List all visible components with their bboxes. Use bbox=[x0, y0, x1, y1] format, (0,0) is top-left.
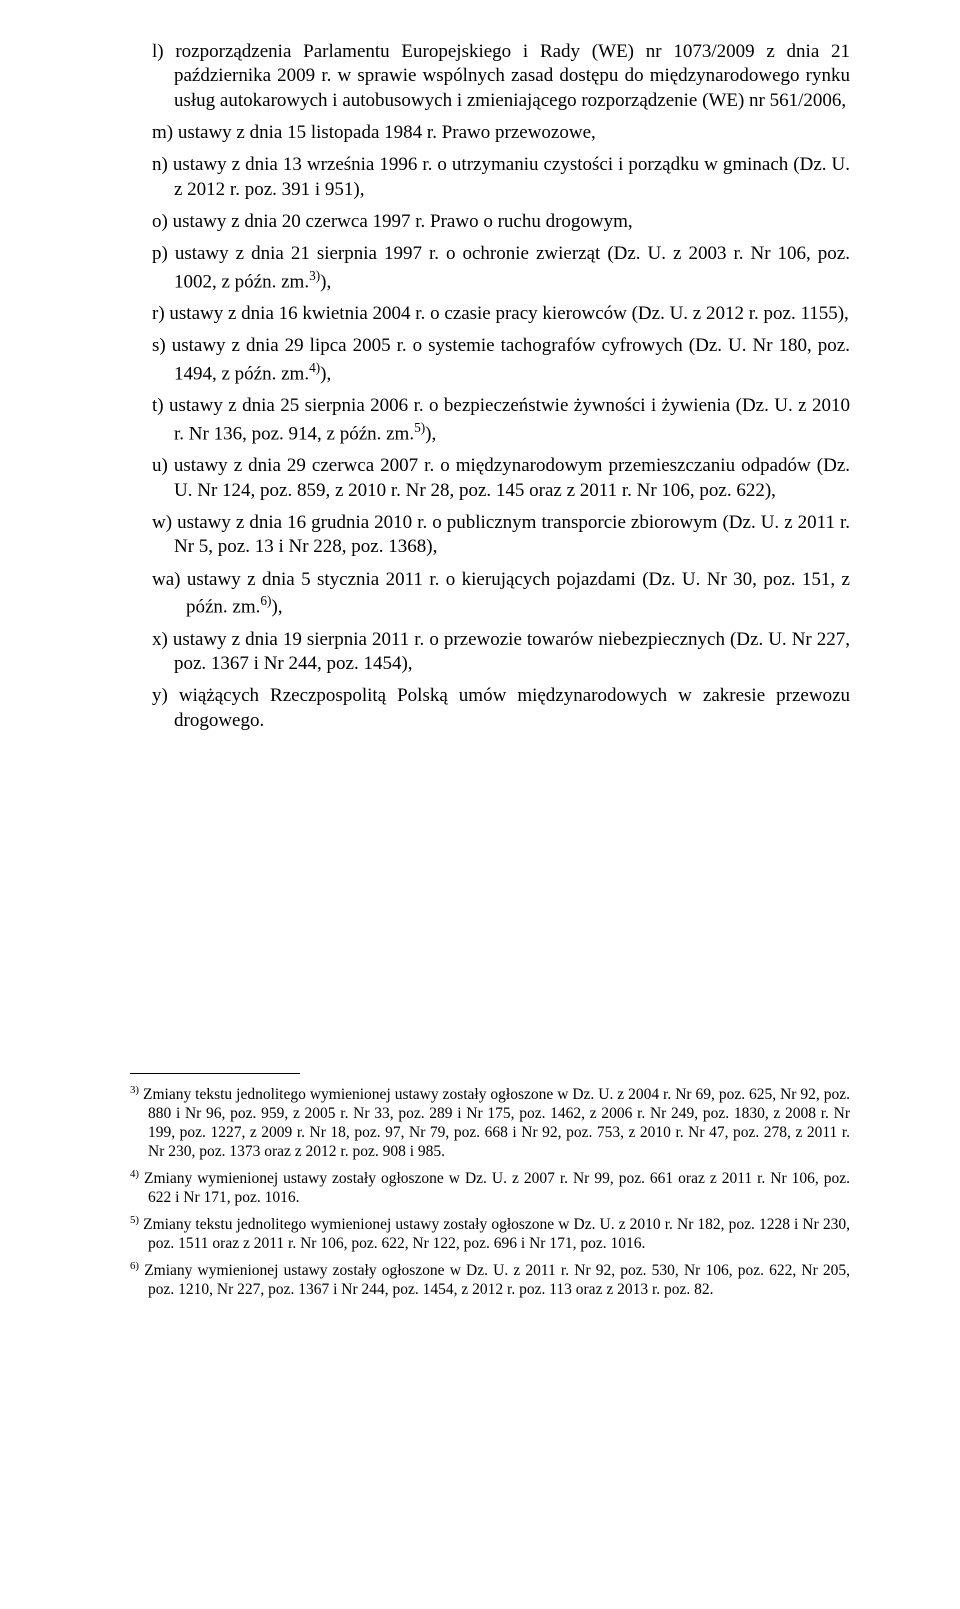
footnote-ref: 3) bbox=[309, 268, 320, 283]
list-item: s) ustawy z dnia 29 lipca 2005 r. o syst… bbox=[130, 334, 850, 386]
item-text: t) ustawy z dnia 25 sierpnia 2006 r. o b… bbox=[152, 395, 850, 444]
item-text: s) ustawy z dnia 29 lipca 2005 r. o syst… bbox=[152, 335, 850, 384]
footnote-ref: 5) bbox=[414, 420, 425, 435]
list-item: y) wiążących Rzeczpospolitą Polską umów … bbox=[130, 684, 850, 733]
footnote-text: Zmiany wymienionej ustawy zostały ogłosz… bbox=[139, 1262, 850, 1298]
list-item: n) ustawy z dnia 13 września 1996 r. o u… bbox=[130, 153, 850, 202]
item-text: ), bbox=[425, 423, 436, 444]
item-text: p) ustawy z dnia 21 sierpnia 1997 r. o o… bbox=[152, 243, 850, 292]
item-text: ), bbox=[320, 363, 331, 384]
list-item: m) ustawy z dnia 15 listopada 1984 r. Pr… bbox=[130, 121, 850, 145]
list-item: o) ustawy z dnia 20 czerwca 1997 r. Praw… bbox=[130, 210, 850, 234]
list-item: r) ustawy z dnia 16 kwietnia 2004 r. o c… bbox=[130, 302, 850, 326]
list-item: t) ustawy z dnia 25 sierpnia 2006 r. o b… bbox=[130, 394, 850, 446]
item-text: ), bbox=[271, 596, 282, 617]
footnote: 3) Zmiany tekstu jednolitego wymienionej… bbox=[130, 1084, 850, 1162]
list-item: p) ustawy z dnia 21 sierpnia 1997 r. o o… bbox=[130, 242, 850, 294]
item-text: wa) ustawy z dnia 5 stycznia 2011 r. o k… bbox=[152, 569, 850, 618]
list-item: x) ustawy z dnia 19 sierpnia 2011 r. o p… bbox=[130, 628, 850, 677]
footnote: 5) Zmiany tekstu jednolitego wymienionej… bbox=[130, 1214, 850, 1254]
footnote-num: 4) bbox=[130, 1168, 139, 1180]
footnote-text: Zmiany tekstu jednolitego wymienionej us… bbox=[139, 1216, 850, 1252]
footnote-num: 5) bbox=[130, 1214, 139, 1226]
list-item: u) ustawy z dnia 29 czerwca 2007 r. o mi… bbox=[130, 454, 850, 503]
footnote: 4) Zmiany wymienionej ustawy zostały ogł… bbox=[130, 1168, 850, 1208]
footnote-ref: 4) bbox=[309, 360, 320, 375]
footnote-num: 6) bbox=[130, 1260, 139, 1272]
list-item: w) ustawy z dnia 16 grudnia 2010 r. o pu… bbox=[130, 511, 850, 560]
footnote-separator bbox=[130, 1073, 300, 1074]
footnote-ref: 6) bbox=[260, 593, 271, 608]
item-text: ), bbox=[320, 271, 331, 292]
footnote: 6) Zmiany wymienionej ustawy zostały ogł… bbox=[130, 1260, 850, 1300]
footnote-text: Zmiany tekstu jednolitego wymienionej us… bbox=[139, 1086, 850, 1160]
list-item: wa) ustawy z dnia 5 stycznia 2011 r. o k… bbox=[130, 568, 850, 620]
footnote-text: Zmiany wymienionej ustawy zostały ogłosz… bbox=[139, 1170, 850, 1206]
document-page: l) rozporządzenia Parlamentu Europejskie… bbox=[0, 0, 960, 1366]
list-item: l) rozporządzenia Parlamentu Europejskie… bbox=[130, 40, 850, 113]
footnote-num: 3) bbox=[130, 1084, 139, 1096]
